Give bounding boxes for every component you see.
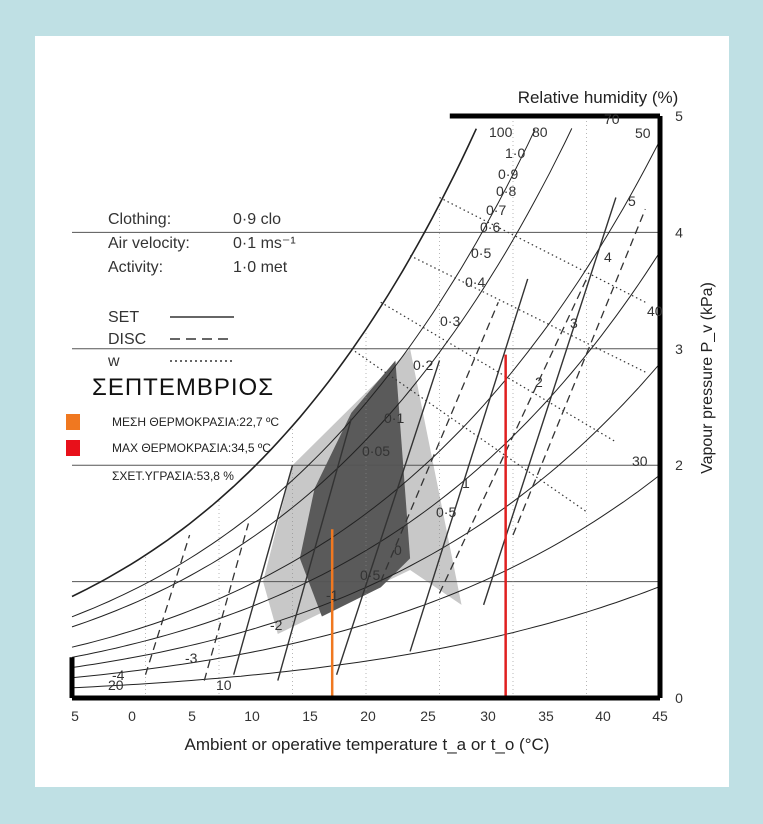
set-line <box>233 465 294 675</box>
y-tick-label: 4 <box>675 224 683 240</box>
w-line-label: 0·1 <box>384 410 404 426</box>
mean-temp-swatch <box>66 414 80 430</box>
w-line-label: 0·2 <box>413 357 433 373</box>
rh-curve-label: 40 <box>647 303 663 319</box>
set-line-label: 3 <box>570 315 578 331</box>
w-line <box>380 301 617 443</box>
rh-curve-label: 100 <box>489 124 513 140</box>
rh-curve-100 <box>71 128 478 598</box>
x-tick-label: 35 <box>538 708 554 724</box>
plot-frame <box>69 113 663 701</box>
condition-label: Air velocity: <box>108 235 190 252</box>
humidity-text: ΣΧΕΤ.ΥΓΡΑΣΙΑ:53,8 % <box>112 469 234 483</box>
x-tick-label: 25 <box>420 708 436 724</box>
rh-curve-30 <box>71 363 661 668</box>
mean-temp-legend: ΜΕΣΗ ΘΕΡΜΟΚΡΑΣΙΑ:22,7 ºC <box>66 414 279 430</box>
y-tick-label: 3 <box>675 341 683 357</box>
y-axis-label: Vapour pressure P_v (kPa) <box>699 282 716 474</box>
set-line-label: -1 <box>326 587 339 603</box>
y-tick-label: 0 <box>675 690 683 706</box>
line-legend-name: DISC <box>108 331 146 348</box>
x-tick-label: 20 <box>360 708 376 724</box>
x-tick-label: 45 <box>652 708 668 724</box>
disc-line <box>144 534 191 675</box>
set-line <box>409 278 529 652</box>
w-line-label: 1·0 <box>505 145 525 161</box>
set-line <box>482 197 617 606</box>
mean-temp-text: ΜΕΣΗ ΘΕΡΜΟΚΡΑΣΙΑ:22,7 ºC <box>112 415 280 429</box>
temperature-markers <box>330 354 507 698</box>
humidity-legend: ΣΧΕΤ.ΥΓΡΑΣΙΑ:53,8 % <box>66 468 234 484</box>
set-line-label: 1 <box>462 475 470 491</box>
set-line-label: -3 <box>185 650 198 666</box>
x-tick-label: 0 <box>128 708 136 724</box>
set-line <box>277 418 352 681</box>
w-line-label: 0·4 <box>465 274 485 290</box>
w-line-label: 0·8 <box>496 183 516 199</box>
line-legend-name: w <box>107 353 120 370</box>
max-temp-legend: ΜΑΧ ΘΕΡΜΟΚΡΑΣΙΑ:34,5 ºC <box>66 440 271 456</box>
disc-line <box>203 523 250 681</box>
rh-axis-label: Relative humidity (%) <box>518 88 679 107</box>
rh-curve-label: 50 <box>635 125 651 141</box>
rh-curve-label: 80 <box>532 124 548 140</box>
comfort-zones <box>263 348 462 634</box>
condition-label: Activity: <box>108 259 163 276</box>
set-lines <box>144 196 646 681</box>
w-line-label: 0·7 <box>486 202 506 218</box>
y-tick-label: 5 <box>675 108 683 124</box>
x-tick-label: 15 <box>302 708 318 724</box>
w-line-label: 0·9 <box>498 166 518 182</box>
w-line-label: 0·5 <box>471 245 491 261</box>
set-line-label: -4 <box>112 667 125 683</box>
x-tick-label: 30 <box>480 708 496 724</box>
condition-value: 1·0 met <box>233 259 288 276</box>
y-tick-label: 2 <box>675 457 683 473</box>
rh-curve-10 <box>71 586 661 689</box>
rh-curve-label: 30 <box>632 453 648 469</box>
disc-line <box>380 301 499 582</box>
max-temp-text: ΜΑΧ ΘΕΡΜΟΚΡΑΣΙΑ:34,5 ºC <box>112 441 271 455</box>
disc-line <box>438 278 588 594</box>
set-line-label: 5 <box>628 193 636 209</box>
condition-value: 0·9 clo <box>233 211 281 228</box>
humidity-swatch <box>66 468 80 484</box>
x-tick-label: 10 <box>244 708 260 724</box>
rh-curve-50 <box>71 140 661 648</box>
comfort-zone-dark <box>299 360 411 617</box>
x-tick-label: 40 <box>595 708 611 724</box>
w-line-label: 0·5 <box>436 504 456 520</box>
set-line <box>335 360 441 675</box>
max-temp-swatch <box>66 440 80 456</box>
condition-value: 0·1 ms⁻¹ <box>233 235 296 252</box>
x-tick-label: 5 <box>188 708 196 724</box>
w-line-label: 0·05 <box>362 443 390 459</box>
rh-curve-40 <box>71 251 661 658</box>
rh-curve-label: 20 <box>108 677 124 693</box>
rh-curves <box>71 128 661 689</box>
rh-curve-label: 10 <box>216 677 232 693</box>
rh-curve-20 <box>71 474 661 679</box>
rh-curve-70 <box>71 128 573 628</box>
set-line-label: 4 <box>604 249 612 265</box>
line-legend-name: SET <box>108 309 139 326</box>
set-line-label: 2 <box>535 374 543 390</box>
w-line-label: 0·3 <box>440 313 460 329</box>
rh-curve-label: 70 <box>604 111 620 127</box>
w-line-label: 0·5 <box>360 567 380 583</box>
x-tick-label: 5 <box>71 708 79 724</box>
month-title: ΣΕΠΤΕΜΒΡΙΟΣ <box>92 374 275 401</box>
set-line-label: -2 <box>270 617 283 633</box>
rh-curve-80 <box>71 129 536 618</box>
x-axis-label: Ambient or operative temperature t_a or … <box>185 735 550 754</box>
w-line <box>409 255 646 373</box>
condition-label: Clothing: <box>108 211 171 228</box>
disc-line <box>512 208 646 536</box>
w-line-label: 0·6 <box>480 219 500 235</box>
w-line-label: 0 <box>394 542 402 558</box>
